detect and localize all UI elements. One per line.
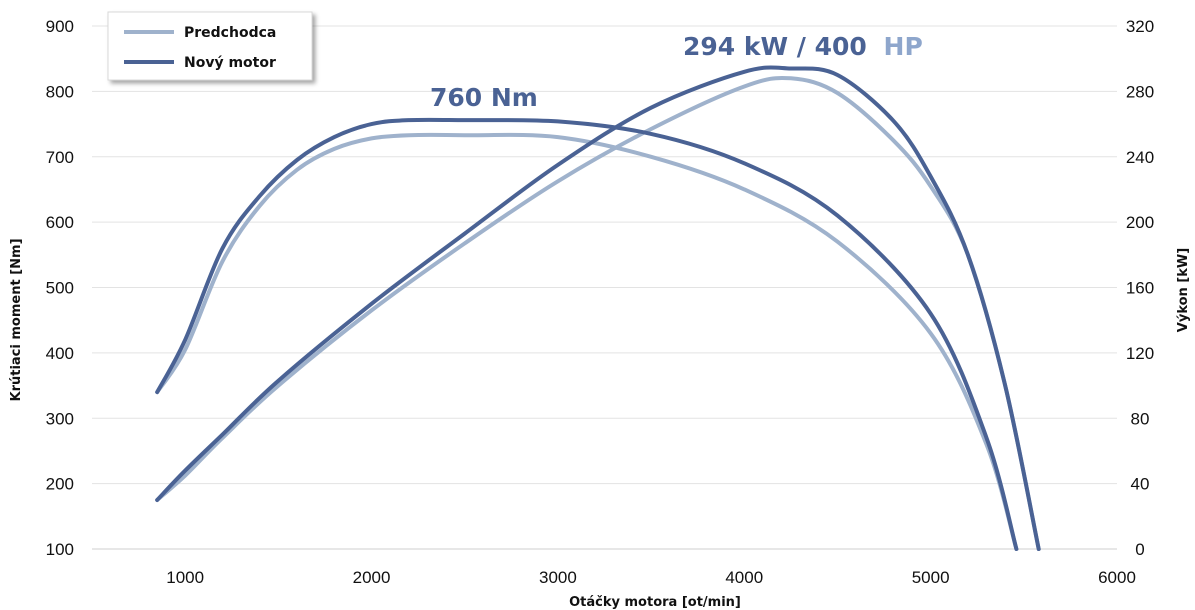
legend: Predchodca Nový motor <box>107 11 313 81</box>
y-axis-title: Krútiaci moment [Nm] <box>9 238 24 401</box>
grid <box>92 25 1117 550</box>
series-lines <box>155 65 1041 551</box>
x-axis-title: Otáčky motora [ot/min] <box>569 595 741 610</box>
x-tick-label: 1000 <box>166 568 204 587</box>
y2-tick-label: 120 <box>1126 344 1154 363</box>
power-callout-text: 294 kW / 400 <box>683 32 867 61</box>
torque-callout-text: 760 Nm <box>430 83 538 112</box>
novy-motor-torque-line <box>155 117 1019 551</box>
y-tick-label: 300 <box>46 409 74 428</box>
legend-label-novy-motor: Nový motor <box>184 55 276 71</box>
y-tick-label: 500 <box>46 279 74 298</box>
torque-callout: 760 Nm <box>430 83 538 112</box>
y2-axis-title: Výkon [kW] <box>1176 248 1191 332</box>
y-tick-label: 200 <box>46 475 74 494</box>
y-tick-label: 800 <box>46 82 74 101</box>
predchodca-torque-line <box>155 132 1019 551</box>
y-tick-label: 100 <box>46 540 74 559</box>
x-tick-label: 3000 <box>539 568 577 587</box>
novy-motor-power-line <box>155 65 1041 551</box>
y2-tick-label: 200 <box>1126 213 1154 232</box>
y2-tick-label: 320 <box>1126 17 1154 36</box>
legend-box <box>107 11 313 81</box>
legend-label-predchodca: Predchodca <box>184 25 276 41</box>
y2-tick-label: 0 <box>1135 540 1144 559</box>
power-callout-suffix: HP <box>884 32 923 61</box>
y-tick-label: 400 <box>46 344 74 363</box>
y-tick-label: 900 <box>46 17 74 36</box>
predchodca-power-line <box>155 75 1041 551</box>
x-tick-label: 2000 <box>353 568 391 587</box>
y2-tick-label: 280 <box>1126 82 1154 101</box>
power-callout: 294 kW / 400 HP <box>683 32 923 61</box>
y2-tick-label: 240 <box>1126 148 1154 167</box>
left-axis: 100 200 300 400 500 600 700 800 900 <box>46 17 74 559</box>
x-tick-label: 5000 <box>912 568 950 587</box>
right-axis: 0 40 80 120 160 200 240 280 320 <box>1126 17 1154 559</box>
y2-tick-label: 40 <box>1131 475 1150 494</box>
y-tick-label: 700 <box>46 148 74 167</box>
x-axis: 1000 2000 3000 4000 5000 6000 <box>166 568 1136 587</box>
y-tick-label: 600 <box>46 213 74 232</box>
x-tick-label: 6000 <box>1098 568 1136 587</box>
y2-tick-label: 160 <box>1126 279 1154 298</box>
x-tick-label: 4000 <box>725 568 763 587</box>
y2-tick-label: 80 <box>1131 409 1150 428</box>
